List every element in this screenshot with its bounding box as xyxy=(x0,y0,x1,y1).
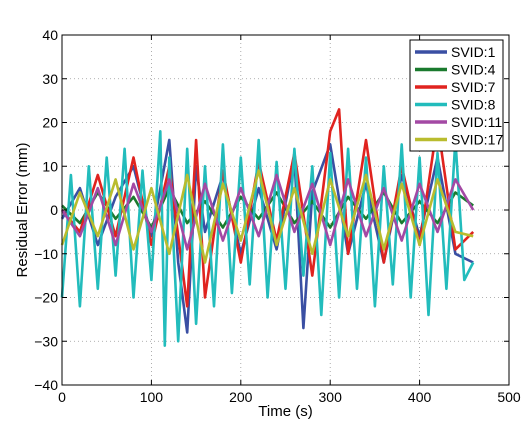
x-tick-label: 0 xyxy=(58,389,66,405)
series-line-6 xyxy=(60,169,474,264)
y-tick-label: 0 xyxy=(50,202,58,218)
legend-label: SVID:1 xyxy=(451,44,496,60)
x-axis-label: Time (s) xyxy=(258,403,312,420)
y-tick-label: 20 xyxy=(42,115,58,131)
y-tick-label: −30 xyxy=(34,333,58,349)
y-axis-label: Residual Error (mm) xyxy=(14,142,31,277)
y-tick-label: 30 xyxy=(42,71,58,87)
x-tick-label: 400 xyxy=(408,389,432,405)
legend-label: SVID:4 xyxy=(451,62,496,78)
y-tick-label: 40 xyxy=(42,27,58,43)
legend-label: SVID:7 xyxy=(451,79,496,95)
legend-label: SVID:17 xyxy=(451,132,503,148)
y-tick-label: −20 xyxy=(34,290,58,306)
y-tick-label: −40 xyxy=(34,377,58,393)
x-tick-label: 100 xyxy=(140,389,164,405)
legend-label: SVID:11 xyxy=(451,114,502,130)
legend-label: SVID:8 xyxy=(451,97,496,113)
legend-box xyxy=(409,39,504,152)
series-layer xyxy=(60,108,475,347)
x-tick-label: 300 xyxy=(319,389,343,405)
y-tick-label: −10 xyxy=(34,246,58,262)
y-tick-label: 10 xyxy=(42,158,58,174)
x-tick-label: 500 xyxy=(497,389,521,405)
x-tick-label: 200 xyxy=(229,389,253,405)
